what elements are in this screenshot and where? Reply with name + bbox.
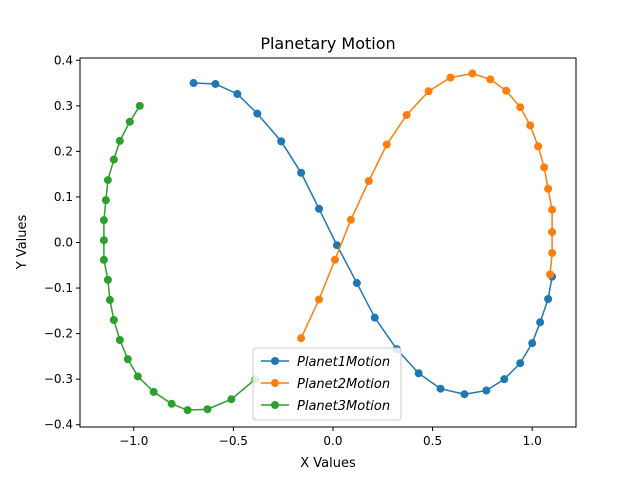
data-point	[297, 334, 306, 343]
legend-label: Planet1Motion	[297, 355, 390, 370]
data-point	[536, 318, 545, 327]
x-tick-label: 0.5	[423, 434, 442, 448]
y-tick-label: −0.1	[44, 281, 73, 295]
data-point	[330, 255, 339, 264]
data-point	[382, 140, 391, 149]
legend-marker	[271, 379, 279, 387]
data-point	[103, 176, 112, 185]
legend-marker	[271, 401, 279, 409]
data-point	[227, 395, 236, 404]
data-point	[460, 390, 469, 399]
x-tick-label: −1.0	[119, 434, 148, 448]
data-point	[123, 355, 132, 364]
data-point	[109, 315, 118, 324]
data-point	[528, 339, 537, 348]
data-point	[99, 236, 108, 245]
data-point	[99, 255, 108, 264]
data-point	[436, 384, 445, 393]
data-point	[105, 295, 114, 304]
data-point	[446, 73, 455, 82]
y-tick-label: −0.2	[44, 327, 73, 341]
data-point	[125, 117, 134, 126]
data-point	[548, 205, 557, 214]
data-point	[133, 372, 142, 381]
y-tick-label: −0.4	[44, 418, 73, 432]
y-tick-label: −0.3	[44, 372, 73, 386]
data-point	[315, 204, 324, 213]
y-axis-label: Y Values	[15, 215, 30, 271]
legend-box	[252, 347, 402, 421]
legend-item: Planet1Motion	[261, 355, 390, 370]
legend-label: Planet2Motion	[297, 377, 390, 392]
series-2	[297, 69, 557, 343]
data-point	[99, 216, 108, 225]
data-point	[315, 295, 324, 304]
x-axis-label: X Values	[300, 456, 356, 471]
data-point	[233, 89, 242, 98]
data-point	[534, 142, 543, 151]
data-point	[424, 87, 433, 96]
data-point	[183, 406, 192, 415]
y-tick-label: 0.0	[54, 236, 73, 250]
plot-area	[99, 69, 557, 415]
data-point	[115, 335, 124, 344]
data-point	[135, 101, 144, 110]
x-tick-label: 1.0	[523, 434, 542, 448]
data-point	[370, 313, 379, 322]
legend-label: Planet3Motion	[297, 399, 390, 414]
axis-ticks: −1.0 −0.5 0.0 0.5 1.0 −0.4 −0.3 −0.2 −0.1 0.0 0.1 0…	[44, 53, 542, 448]
data-point	[468, 69, 477, 78]
data-point	[109, 155, 118, 164]
y-tick-label: 0.1	[54, 190, 73, 204]
data-point	[414, 369, 423, 378]
data-point	[548, 248, 557, 257]
legend-item: Planet3Motion	[261, 399, 390, 414]
data-point	[516, 103, 525, 112]
data-point	[548, 228, 557, 237]
y-tick-label: 0.4	[54, 53, 73, 67]
x-tick-label: −0.5	[219, 434, 248, 448]
data-point	[149, 387, 158, 396]
data-point	[211, 79, 220, 88]
data-point	[277, 137, 286, 146]
chart-title: Planetary Motion	[260, 34, 395, 53]
data-point	[352, 279, 361, 288]
data-point	[332, 241, 341, 250]
data-point	[253, 109, 262, 118]
legend-item: Planet2Motion	[261, 377, 390, 392]
data-point	[486, 75, 495, 84]
legend-marker	[271, 357, 279, 365]
data-point	[544, 184, 553, 193]
data-point	[203, 405, 212, 414]
data-point	[297, 168, 306, 177]
data-point	[502, 86, 511, 95]
y-tick-label: 0.2	[54, 144, 73, 158]
x-tick-label: 0.0	[323, 434, 342, 448]
data-point	[346, 215, 355, 224]
data-point	[544, 294, 553, 303]
data-point	[482, 386, 491, 395]
data-point	[526, 121, 535, 130]
data-point	[500, 375, 509, 384]
data-point	[402, 110, 411, 119]
data-point	[189, 79, 198, 88]
data-point	[103, 275, 112, 284]
data-point	[546, 270, 555, 279]
data-point	[101, 196, 110, 205]
data-point	[167, 399, 176, 408]
legend: Planet1Motion Planet2Motion Planet3Motion	[252, 347, 402, 421]
data-point	[540, 163, 549, 172]
data-point	[115, 136, 124, 145]
data-point	[516, 359, 525, 368]
data-point	[364, 177, 373, 185]
y-tick-label: 0.3	[54, 99, 73, 113]
